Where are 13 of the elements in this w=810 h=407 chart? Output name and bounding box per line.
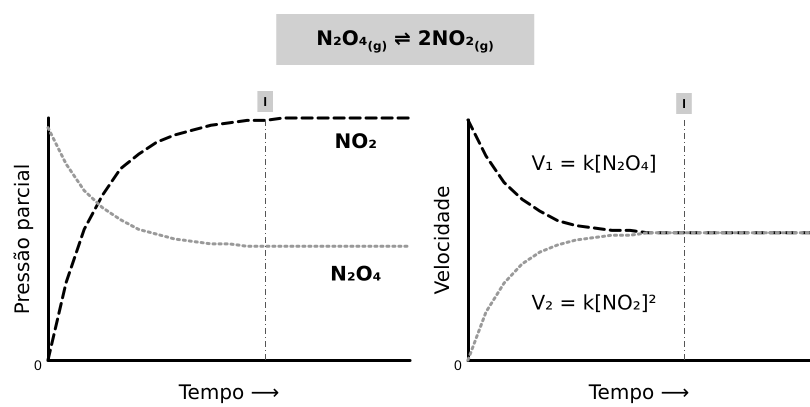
series-label: V₁ = k[N₂O₄] (531, 151, 657, 175)
series-label: NO₂ (334, 129, 377, 153)
series-label: V₂ = k[NO₂]² (531, 290, 657, 315)
text: 0 (454, 357, 462, 373)
x-axis-title: Tempo ⟶ (588, 380, 690, 404)
series-label: N₂O₄ (330, 261, 382, 286)
x-axis-title: Tempo ⟶ (178, 380, 280, 404)
text: I (682, 96, 686, 111)
text: 0 (34, 357, 42, 373)
y-axis-title: Pressão parcial (10, 164, 34, 314)
text: I (263, 94, 268, 109)
y-axis-title: Velocidade (430, 186, 454, 294)
chart-title: N₂O₄$_{(g)}$ ⇌ 2NO₂$_{(g)}$ (276, 14, 534, 65)
